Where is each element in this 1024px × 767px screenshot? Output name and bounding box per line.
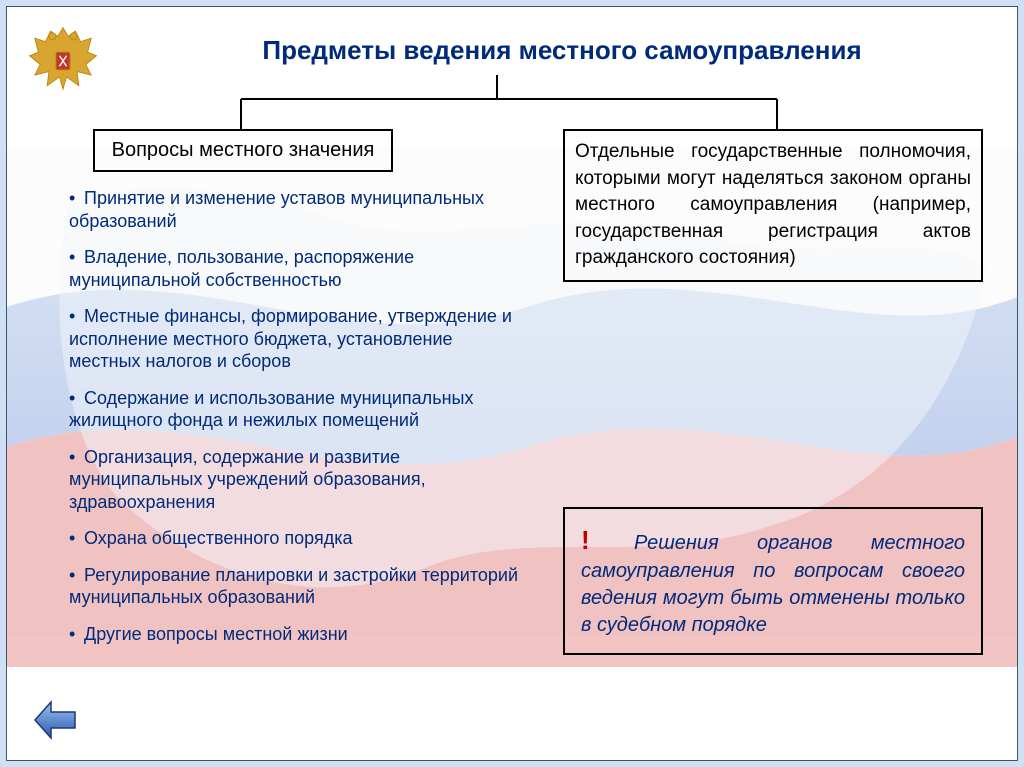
- bullet-text: Организация, содержание и развитие муниц…: [69, 447, 426, 512]
- bullet-item: • Регулирование планировки и застройки т…: [69, 564, 529, 609]
- bullet-item: • Содержание и использование муниципальн…: [69, 387, 529, 432]
- exclamation-icon: !: [581, 525, 590, 555]
- bullet-text: Содержание и использование муниципальных…: [69, 388, 473, 431]
- left-category-label: Вопросы местного значения: [112, 139, 375, 161]
- bullet-text: Местные финансы, формирование, утвержден…: [69, 306, 512, 371]
- slide-frame: Предметы ведения местного самоуправления…: [6, 6, 1018, 761]
- left-category-box: Вопросы местного значения: [93, 129, 393, 172]
- bullet-dot-icon: •: [69, 564, 79, 587]
- bullet-item: • Местные финансы, формирование, утвержд…: [69, 305, 529, 373]
- bullet-text: Другие вопросы местной жизни: [79, 624, 348, 644]
- russian-emblem-icon: [19, 17, 107, 105]
- bullet-dot-icon: •: [69, 187, 79, 210]
- note-text: Решения органов местного самоуправления …: [581, 532, 965, 636]
- bullet-dot-icon: •: [69, 246, 79, 269]
- bullet-item: • Владение, пользование, распоряжение му…: [69, 246, 529, 291]
- right-category-label: Отдельные государственные полномочия, ко…: [575, 139, 971, 272]
- bullet-item: • Организация, содержание и развитие мун…: [69, 446, 529, 514]
- right-category-box: Отдельные государственные полномочия, ко…: [563, 129, 983, 282]
- bullet-text: Охрана общественного порядка: [79, 528, 353, 548]
- bullet-text: Принятие и изменение уставов муниципальн…: [69, 188, 484, 231]
- bullet-dot-icon: •: [69, 527, 79, 550]
- page-title: Предметы ведения местного самоуправления: [147, 35, 977, 66]
- bullet-list: • Принятие и изменение уставов муниципал…: [69, 187, 529, 659]
- bullet-dot-icon: •: [69, 305, 79, 328]
- bullet-item: • Другие вопросы местной жизни: [69, 623, 529, 646]
- bullet-dot-icon: •: [69, 623, 79, 646]
- bullet-dot-icon: •: [69, 446, 79, 469]
- bullet-dot-icon: •: [69, 387, 79, 410]
- bullet-text: Регулирование планировки и застройки тер…: [69, 565, 518, 608]
- bullet-item: • Охрана общественного порядка: [69, 527, 529, 550]
- note-box: ! Решения органов местного самоуправлени…: [563, 507, 983, 655]
- back-button[interactable]: [33, 700, 77, 740]
- bullet-text: Владение, пользование, распоряжение муни…: [69, 247, 414, 290]
- bullet-item: • Принятие и изменение уставов муниципал…: [69, 187, 529, 232]
